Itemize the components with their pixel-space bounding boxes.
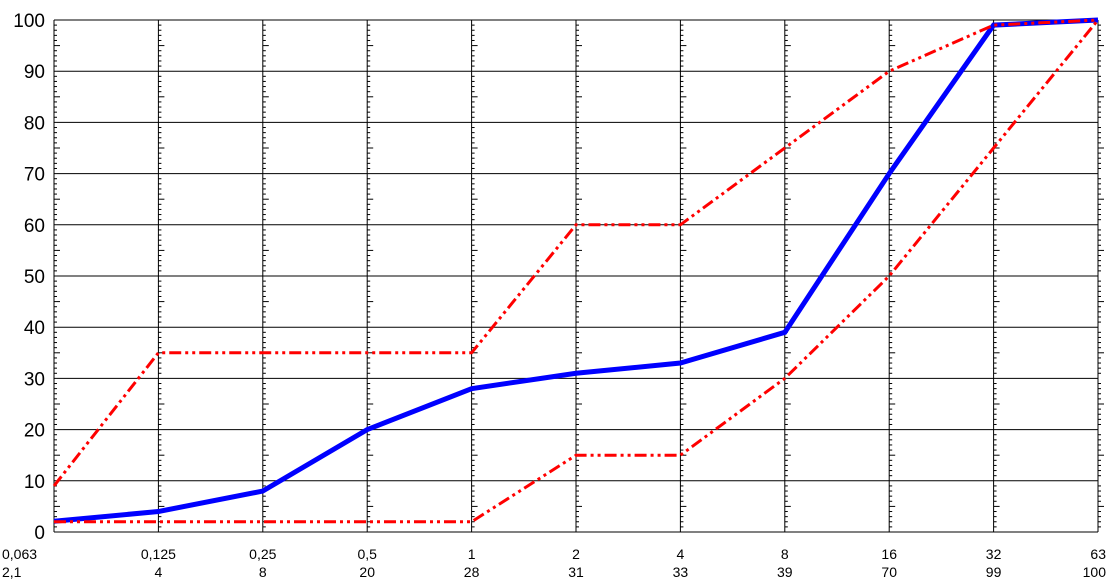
x-tick-label: 0,25 — [249, 546, 276, 562]
series-line-red-2 — [54, 19, 1100, 524]
y-tick-label: 90 — [24, 62, 45, 83]
y-tick-label: 40 — [24, 318, 45, 339]
x-tick-label: 1 — [468, 546, 476, 562]
x-value-label: 4 — [155, 564, 163, 580]
y-tick-label: 60 — [24, 216, 45, 237]
x-value-label: 99 — [986, 564, 1002, 580]
y-tick-label: 50 — [24, 267, 45, 288]
x-value-label: 20 — [359, 564, 375, 580]
series-line-red-1 — [52, 18, 1099, 487]
x-tick-labels: 0,063 0,125 0,25 0,5 1 2 4 8 16 32 63 — [2, 546, 1106, 562]
y-tick-label: 30 — [24, 369, 45, 390]
y-tick-labels: 0 10 20 30 40 50 60 70 80 90 100 — [13, 11, 45, 544]
x-value-label: 8 — [259, 564, 267, 580]
x-value-label: 33 — [673, 564, 689, 580]
x-value-label: 28 — [464, 564, 480, 580]
x-tick-label: 2 — [572, 546, 580, 562]
x-value-label: 39 — [777, 564, 793, 580]
series-line-blue — [53, 17, 1099, 524]
x-tick-label: 4 — [677, 546, 685, 562]
x-tick-label: 0,063 — [2, 546, 37, 562]
x-tick-label: 16 — [881, 546, 897, 562]
x-value-label: 2,1 — [2, 564, 22, 580]
x-tick-label: 0,5 — [357, 546, 377, 562]
x-tick-label: 0,125 — [141, 546, 176, 562]
grid-layer — [53, 19, 1099, 533]
x-tick-label: 8 — [781, 546, 789, 562]
x-tick-label: 63 — [1090, 546, 1106, 562]
y-tick-label: 10 — [24, 472, 45, 493]
x-value-labels: 2,1 4 8 20 28 31 33 39 70 99 100 — [2, 564, 1106, 580]
x-value-label: 100 — [1083, 564, 1107, 580]
y-tick-label: 70 — [24, 165, 45, 186]
x-tick-label: 32 — [986, 546, 1002, 562]
y-tick-label: 20 — [24, 421, 45, 442]
y-tick-label: 80 — [24, 113, 45, 134]
series-layer — [52, 17, 1100, 524]
x-value-label: 70 — [881, 564, 897, 580]
x-value-label: 31 — [568, 564, 584, 580]
y-tick-label: 100 — [13, 11, 45, 32]
minor-tick-layer — [54, 24, 1104, 528]
y-tick-label: 0 — [34, 523, 45, 544]
